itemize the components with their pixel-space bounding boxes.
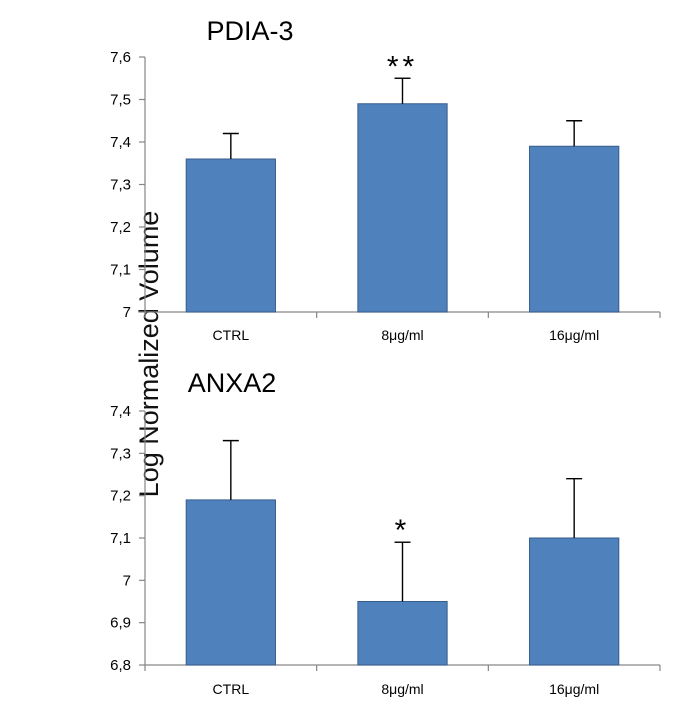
x-tick-label: 16μg/ml <box>549 327 599 343</box>
y-tick-label: 7,5 <box>110 92 131 109</box>
y-tick-label: 7,6 <box>110 49 131 66</box>
chart-anxa2: ANXA2 6,8 6,9 7 7,1 7,2 7,3 7,4 CTRL 8μg/ml * 16μg/… <box>110 368 661 697</box>
x-tick-label: CTRL <box>213 681 250 697</box>
bar <box>357 601 448 666</box>
y-tick-label: 6,9 <box>110 615 131 632</box>
y-tick-label: 7,4 <box>110 403 131 420</box>
y-tick-label: 7,4 <box>110 134 131 151</box>
y-tick-label: 7,1 <box>110 530 131 547</box>
x-tick-label: 16μg/ml <box>549 681 599 697</box>
y-tick-label: 6,8 <box>110 657 131 674</box>
y-tick-label: 7,3 <box>110 445 131 462</box>
significance-marker: ** <box>387 50 418 83</box>
x-tick-label: 8μg/ml <box>381 681 423 697</box>
y-tick-label: 7,1 <box>110 262 131 279</box>
bar <box>185 158 276 313</box>
bar <box>529 537 620 666</box>
chart-title: PDIA-3 <box>206 16 293 46</box>
y-tick-label: 7 <box>123 572 131 589</box>
bar <box>185 499 276 666</box>
chart-pdia3: PDIA-3 7 7,1 7,2 7,3 7,4 7,5 7,6 CTRL 8μg/ml ** 16μ… <box>110 16 661 343</box>
y-tick-label: 7,3 <box>110 177 131 194</box>
chart-title: ANXA2 <box>188 368 277 398</box>
x-tick-label: CTRL <box>213 327 250 343</box>
bar <box>529 145 620 313</box>
bar <box>357 103 448 313</box>
y-tick-label: 7,2 <box>110 488 131 505</box>
y-tick-label: 7 <box>123 304 131 321</box>
significance-marker: * <box>395 514 411 547</box>
y-tick-label: 7,2 <box>110 219 131 236</box>
x-tick-label: 8μg/ml <box>381 327 423 343</box>
